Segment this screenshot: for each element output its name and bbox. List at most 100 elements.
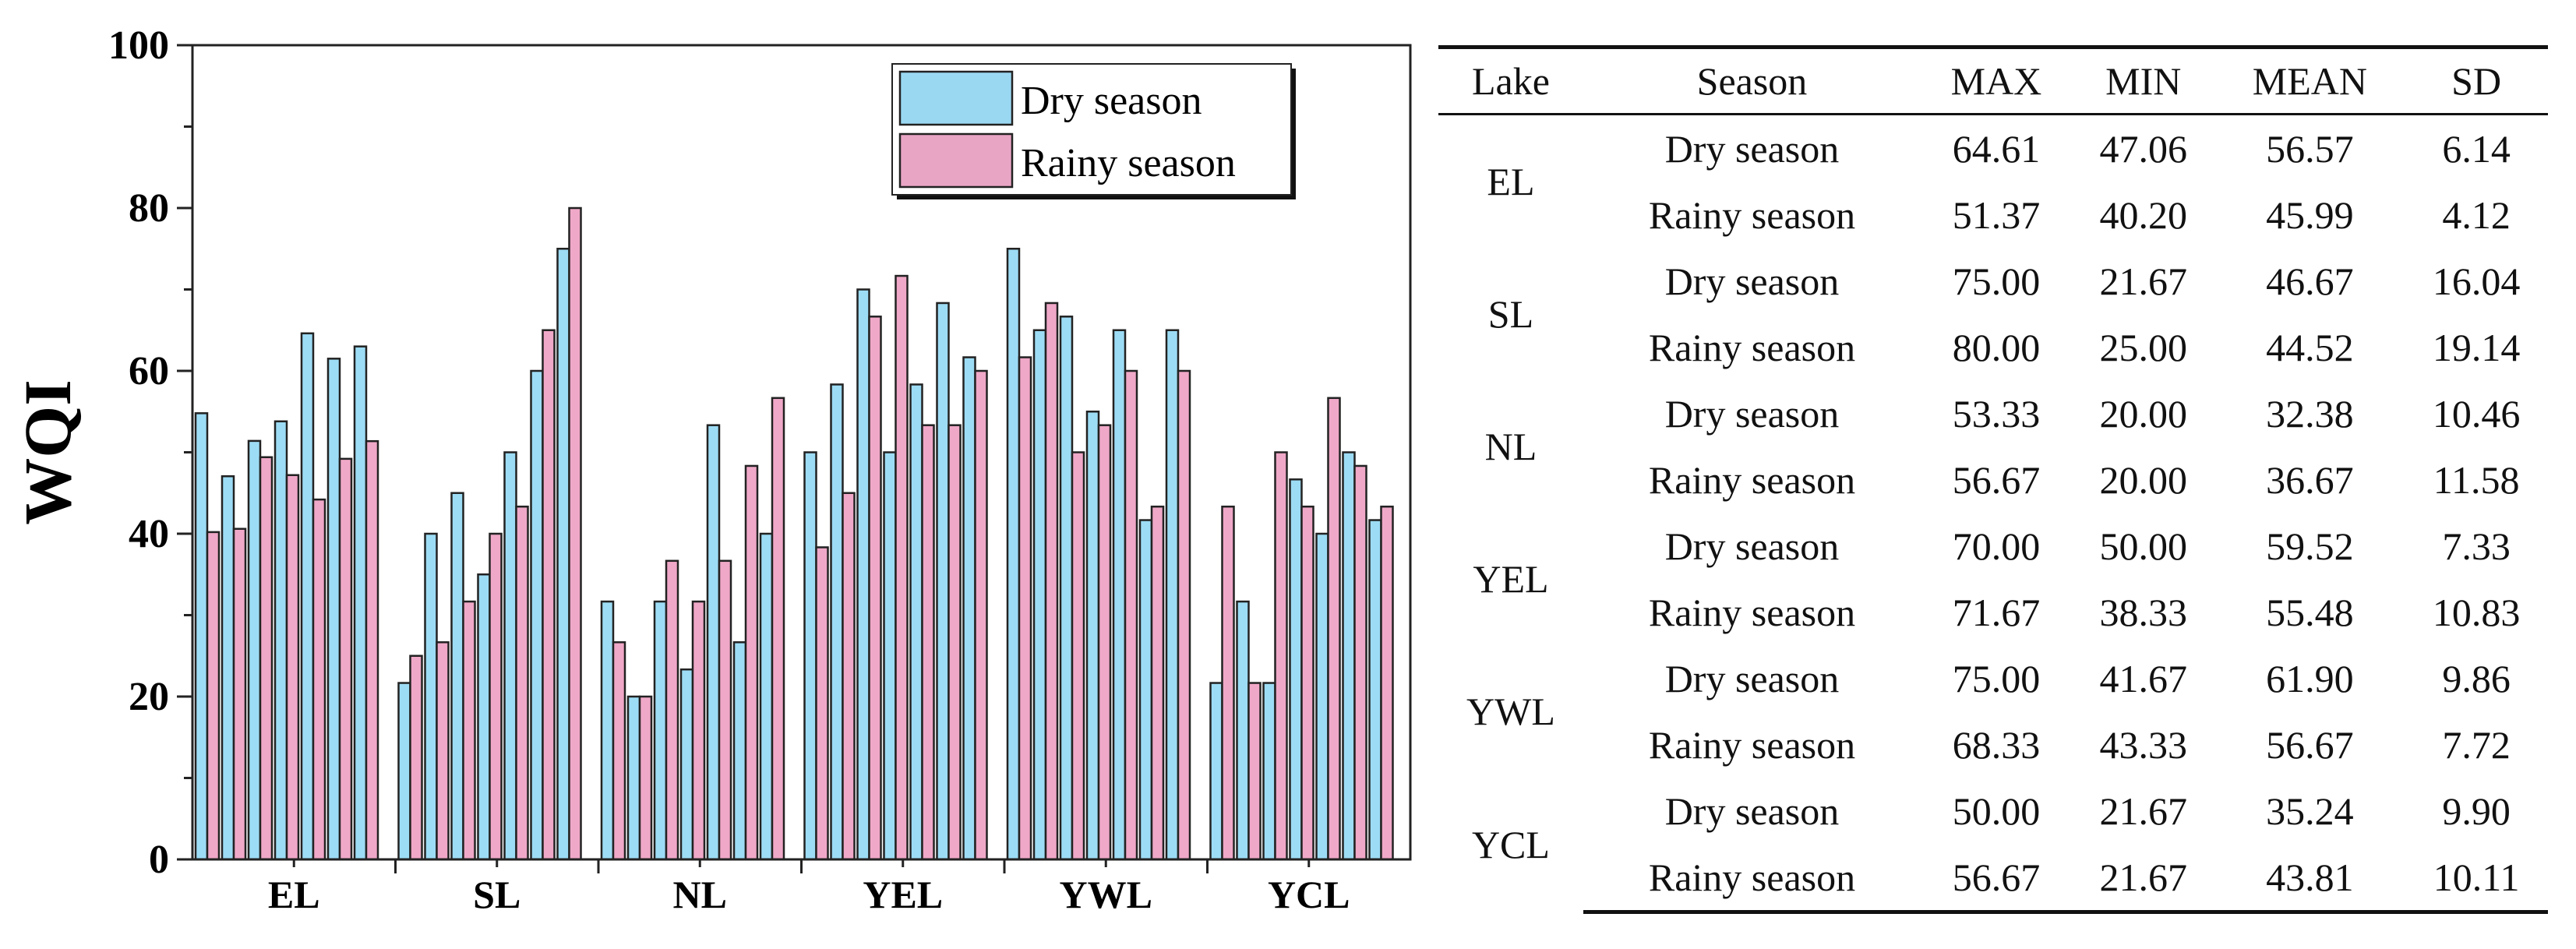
bar-rainy [895,274,909,861]
value-cell: 4.12 [2442,192,2511,237]
season-cell: Dry season [1664,126,1840,171]
bar-rainy [1071,451,1085,861]
bar-rainy [842,492,856,861]
legend-swatch-rainy [898,132,1014,189]
x-tick-label: SL [473,873,520,916]
bar-dry [450,492,464,861]
bar-rainy [409,654,423,861]
season-cell: Rainy season [1648,325,1856,369]
bar-rainy [974,369,988,861]
value-cell: 11.58 [2433,457,2520,502]
bar-rainy [771,397,785,861]
bar-rainy [436,641,450,861]
bar-dry [936,302,950,861]
bar-dry [424,532,438,861]
column-header: Season [1583,45,1921,115]
season-cell: Dry season [1664,788,1840,833]
table-row: YWL Dry season 75.00 41.67 61.90 9.86 [1438,645,2548,734]
y-tick-label: 80 [129,186,169,231]
table-row: EL Dry season 64.61 47.06 56.57 6.14 [1438,115,2548,204]
bar-rainy [568,206,582,861]
season-cell: Dry season [1664,391,1840,436]
value-cell: 19.14 [2432,325,2521,369]
bar-rainy [285,474,300,861]
bar-rainy [1274,451,1288,861]
value-cell: 6.14 [2442,126,2511,171]
season-cell: Dry season [1664,656,1840,700]
bar-rainy [612,641,626,861]
bar-dry [1289,478,1303,861]
bar-rainy [718,559,732,861]
bar-dry [732,641,747,861]
value-cell: 20.00 [2099,391,2187,436]
bar-dry [1165,329,1180,861]
bar-dry [759,532,774,861]
bar-dry [300,332,315,861]
value-cell: 56.67 [1921,844,2072,914]
legend-label: Rainy season [1021,141,1236,185]
bar-rainy [1150,505,1165,861]
bar-dry [1138,519,1153,861]
bar-rainy [312,498,326,861]
x-tick-label: YCL [1268,873,1350,916]
bar-dry [503,451,517,861]
value-cell: 36.67 [2266,457,2354,502]
value-cell: 35.24 [2266,788,2354,833]
value-cell: 68.33 [1952,722,2041,767]
bar-rainy [868,316,882,861]
value-cell: 59.52 [2266,524,2354,568]
y-tick-label: 0 [149,838,169,882]
value-cell: 21.67 [2099,259,2187,303]
value-cell: 75.00 [1952,259,2041,303]
bar-rainy [232,527,247,861]
season-cell: Rainy season [1648,457,1856,502]
table-row: YCL Dry season 50.00 21.67 35.24 9.90 [1438,778,2548,867]
value-cell: 9.86 [2442,656,2511,700]
bar-dry [706,424,721,861]
value-cell: 25.00 [2099,325,2187,369]
bar-rainy [542,329,556,861]
season-cell: Rainy season [1583,844,1921,914]
value-cell: 43.81 [2214,844,2405,914]
bar-rainy [338,457,353,861]
value-cell: 75.00 [1952,656,2041,700]
lake-cell: NL [1484,425,1537,468]
bar-dry [1262,682,1276,861]
value-cell: 56.67 [2266,722,2354,767]
bar-dry [1315,532,1329,861]
bar-dry [653,600,668,861]
bar-dry [1006,248,1021,861]
value-cell: 56.67 [1952,457,2041,502]
bar-dry [1059,316,1074,861]
bar-rainy [259,456,273,861]
value-cell: 50.00 [2099,524,2187,568]
y-tick-label: 40 [129,512,169,556]
bar-dry [1209,682,1223,861]
wqi-bar-chart: EL SL NL YEL YWL YCL 0 20 40 60 80 100 WQI Dry season… [10,23,1412,916]
value-cell: 47.06 [2099,126,2187,171]
bar-rainy [462,600,476,861]
bar-dry [883,451,897,861]
bar-dry [679,668,694,861]
bar-dry [830,383,844,861]
bar-rainy [489,532,503,861]
value-cell: 53.33 [1952,391,2041,436]
lake-cell: SL [1487,292,1534,336]
bar-rainy [815,546,829,861]
bar-rainy [744,464,759,861]
value-cell: 32.38 [2266,391,2354,436]
value-cell: 56.57 [2266,126,2354,171]
column-header: Lake [1438,45,1583,115]
season-cell: Rainy season [1648,590,1856,634]
lake-cell: YWL [1466,690,1555,733]
y-tick-label: 20 [129,675,169,719]
y-tick-label: 100 [108,23,169,68]
bar-dry [1112,329,1127,861]
bar-dry [397,682,411,861]
legend-label: Dry season [1021,79,1202,123]
x-tick-label: EL [268,873,320,916]
table-row: Rainy season 56.67 21.67 43.81 10.11 [1438,844,2548,914]
x-tick-label: NL [673,873,727,916]
season-cell: Rainy season [1648,192,1856,237]
value-cell: 7.72 [2442,722,2511,767]
